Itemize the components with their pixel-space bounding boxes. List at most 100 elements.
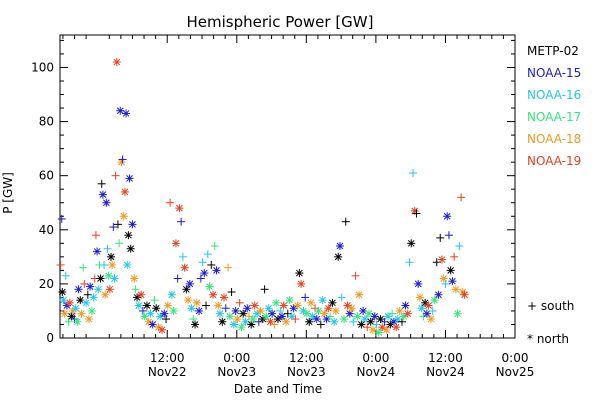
- y-tick-label: 0: [46, 331, 54, 345]
- legend-entry: NOAA-16: [527, 88, 581, 102]
- x-axis-label: Date and Time: [234, 382, 322, 396]
- data-point-north: [225, 312, 234, 321]
- data-point-north: [167, 290, 176, 299]
- data-point-north: [403, 309, 412, 318]
- data-point-south: [100, 260, 109, 269]
- data-point-north: [282, 317, 291, 326]
- data-point-north: [96, 274, 105, 283]
- data-point-south: [351, 271, 360, 280]
- data-point-north: [102, 198, 111, 207]
- data-point-south: [115, 239, 124, 248]
- data-point-north: [331, 306, 340, 315]
- data-point-north: [212, 266, 221, 275]
- data-point-north: [130, 274, 139, 283]
- data-point-south: [177, 217, 186, 226]
- data-point-south: [61, 271, 70, 280]
- data-point-north: [185, 279, 194, 288]
- data-point-north: [137, 290, 146, 299]
- data-point-north: [360, 315, 369, 324]
- data-point-north: [112, 58, 121, 67]
- data-point-north: [229, 320, 238, 329]
- legend: METP-02 NOAA-15 NOAA-16 NOAA-17 NOAA-18 NOAA-…: [527, 44, 581, 168]
- data-point-south: [444, 231, 453, 240]
- data-point-north: [268, 309, 277, 318]
- legend-entry: NOAA-15: [527, 66, 581, 80]
- data-point-north: [101, 290, 110, 299]
- data-point-north: [163, 301, 172, 310]
- data-point-south: [224, 263, 233, 272]
- data-point-north: [393, 315, 402, 324]
- data-point-north: [306, 298, 315, 307]
- data-point-south: [166, 198, 175, 207]
- y-tick-label: 20: [39, 277, 54, 291]
- data-point-south: [113, 220, 122, 229]
- x-tick-time-label: 12:00: [428, 351, 463, 365]
- data-point-north: [146, 309, 155, 318]
- data-points: [56, 58, 469, 337]
- data-point-north: [120, 187, 129, 196]
- x-tick-time-label: 0:00: [223, 351, 250, 365]
- x-tick-date-label: Nov24: [357, 365, 396, 379]
- data-point-south: [178, 252, 187, 261]
- data-point-north: [191, 320, 200, 329]
- data-point-north: [187, 304, 196, 313]
- data-point-south: [326, 312, 335, 321]
- data-point-south: [198, 258, 207, 267]
- data-point-north: [154, 323, 163, 332]
- data-point-south: [254, 317, 263, 326]
- data-point-north: [328, 298, 337, 307]
- data-point-north: [437, 255, 446, 264]
- data-point-north: [460, 290, 469, 299]
- y-axis-label: P [GW]: [1, 172, 15, 214]
- data-point-north: [128, 220, 137, 229]
- data-point-north: [249, 315, 258, 324]
- data-point-north: [273, 315, 282, 324]
- data-point-north: [374, 328, 383, 337]
- data-point-north: [184, 296, 193, 305]
- data-point-north: [355, 290, 364, 299]
- data-point-north: [169, 306, 178, 315]
- data-point-south: [388, 309, 397, 318]
- data-point-north: [124, 231, 133, 240]
- data-point-north: [93, 247, 102, 256]
- data-point-north: [308, 312, 317, 321]
- y-tick-label: 40: [39, 223, 54, 237]
- x-tick-time-label: 12:00: [289, 351, 324, 365]
- data-point-north: [376, 315, 385, 324]
- data-point-north: [318, 296, 327, 305]
- data-point-south: [162, 315, 171, 324]
- data-point-north: [401, 301, 410, 310]
- data-point-north: [430, 296, 439, 305]
- data-point-north: [451, 285, 460, 294]
- data-point-south: [56, 260, 65, 269]
- data-point-north: [399, 312, 408, 321]
- data-point-south: [301, 293, 310, 302]
- data-point-north: [65, 298, 74, 307]
- data-point-north: [347, 304, 356, 313]
- data-point-north: [180, 263, 189, 272]
- data-point-north: [133, 293, 142, 302]
- data-point-north: [110, 274, 119, 283]
- data-point-north: [250, 301, 259, 310]
- y-tick-label: 60: [39, 169, 54, 183]
- data-point-north: [453, 309, 462, 318]
- data-point-north: [295, 269, 304, 278]
- data-point-south: [91, 231, 100, 240]
- data-point-north: [84, 315, 93, 324]
- x-tick-date-label: Nov24: [426, 365, 465, 379]
- y-axis-ticks: 0 20 40 60 80 100: [31, 39, 515, 345]
- data-point-south: [316, 320, 325, 329]
- data-point-north: [297, 279, 306, 288]
- legend-entry: NOAA-19: [527, 154, 581, 168]
- data-point-south: [207, 260, 216, 269]
- data-point-north: [293, 301, 302, 310]
- data-point-north: [195, 306, 204, 315]
- data-point-north: [277, 312, 286, 321]
- data-point-north: [142, 301, 151, 310]
- data-point-north: [314, 306, 323, 315]
- data-point-south: [227, 288, 236, 297]
- data-point-north: [414, 279, 423, 288]
- data-point-north: [264, 304, 273, 313]
- data-point-south: [450, 252, 459, 261]
- data-point-north: [345, 309, 354, 318]
